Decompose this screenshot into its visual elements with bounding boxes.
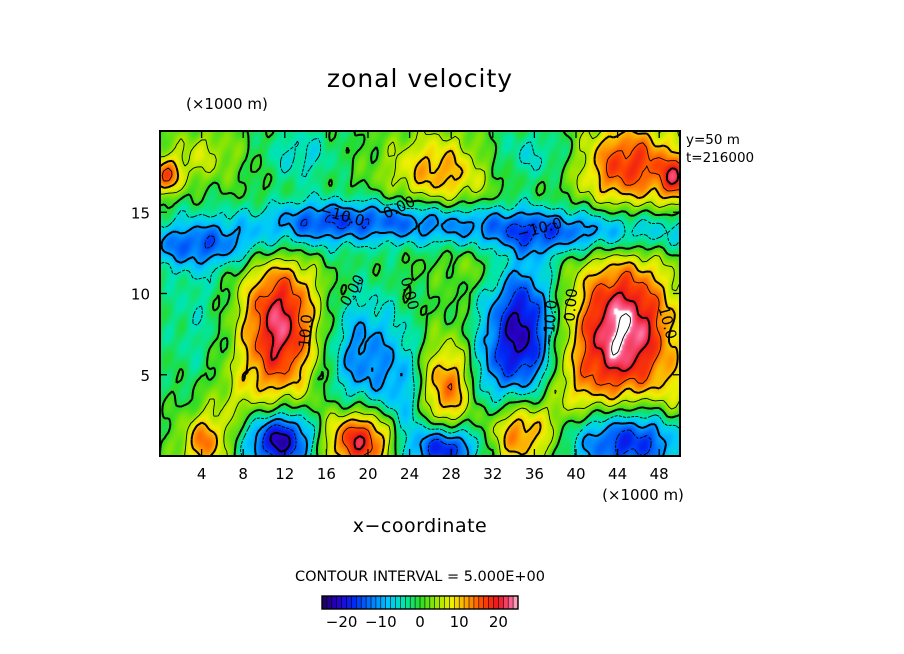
- y-axis: 5 10 15: [131, 204, 680, 385]
- x-tick-label: 24: [400, 465, 419, 483]
- colorbar-swatch: [326, 596, 333, 609]
- x-tick-label: 16: [317, 465, 336, 483]
- x-tick-label: 20: [358, 465, 377, 483]
- x-tick-label: 8: [238, 465, 248, 483]
- contour-interval-text: CONTOUR INTERVAL = 5.000E+00: [295, 569, 545, 585]
- colorbar-swatch: [429, 596, 436, 609]
- colorbar-swatch: [420, 596, 426, 609]
- colorbar-swatch: [478, 596, 485, 609]
- contour-level-5: [160, 131, 680, 456]
- contour-level-m10: [160, 203, 667, 456]
- colorbar-swatch: [336, 596, 342, 609]
- x-tick-label: 36: [525, 465, 544, 483]
- x-tick-label: 44: [608, 465, 627, 483]
- x-tick-label: 48: [650, 465, 669, 483]
- colorbar-tick-label: 0: [415, 613, 425, 631]
- colorbar-tick-label: −20: [326, 613, 358, 631]
- x-tick-label: 32: [483, 465, 502, 483]
- colorbar-swatch: [366, 596, 372, 609]
- x-axis: 4 8 12 16 20 24 28 32 36 40 44 48: [197, 131, 669, 483]
- contour-level-15: [161, 142, 680, 456]
- contour-level-m15: [204, 214, 652, 456]
- contour-label: −10.0: [539, 299, 561, 346]
- colorbar-swatch: [464, 596, 470, 609]
- colorbar-swatch: [346, 596, 352, 609]
- colorbar-swatch: [503, 596, 509, 609]
- chart-title: zonal velocity: [327, 64, 513, 93]
- info-line-t: t=216000: [686, 150, 754, 166]
- colorbar-swatch: [449, 596, 455, 609]
- colorbar-swatch: [395, 596, 401, 609]
- colorbar-swatch: [361, 596, 367, 609]
- info-line-y: y=50 m: [686, 132, 740, 148]
- colorbar-swatch: [390, 596, 396, 609]
- colorbar-swatch: [439, 596, 445, 609]
- colorbar-tick-label: −10: [365, 613, 397, 631]
- colorbar-swatch: [351, 596, 357, 609]
- x-tick-label: 12: [275, 465, 294, 483]
- colorbar-swatch: [513, 596, 519, 609]
- colorbar-swatch: [410, 596, 416, 609]
- colorbar-swatch: [483, 596, 489, 609]
- colorbar-swatch: [375, 596, 382, 609]
- x-tick-label: 40: [566, 465, 585, 483]
- colorbar-swatch: [454, 596, 460, 609]
- contour-level-10: [160, 131, 680, 456]
- contour-level-20: [265, 167, 680, 451]
- colorbar-swatch: [424, 596, 431, 609]
- y-unit-label: (×1000 m): [186, 95, 268, 113]
- colorbar-swatch: [488, 596, 494, 609]
- y-tick-label: 15: [131, 204, 150, 222]
- x-tick-label: 4: [197, 465, 207, 483]
- colorbar-swatch: [385, 596, 391, 609]
- colorbar-swatch: [331, 596, 338, 609]
- colorbar-swatch: [434, 596, 440, 609]
- colorbar-swatch: [371, 596, 377, 609]
- colorbar-tick-label: 10: [450, 613, 469, 631]
- colorbar-swatch: [459, 596, 465, 609]
- colorbar: −20 −10 0 10 20: [321, 595, 519, 631]
- contour-label: 10.0: [295, 313, 316, 348]
- colorbar-swatch: [341, 596, 347, 609]
- colorbar-frame: [321, 595, 519, 610]
- colorbar-swatch: [400, 596, 406, 609]
- colorbar-swatch: [493, 596, 499, 609]
- plot-area: [160, 131, 680, 456]
- contour-label: 0.00: [560, 287, 581, 322]
- contour-level-m5: [160, 138, 680, 456]
- contour-level-m20: [269, 311, 531, 453]
- colorbar-swatch: [469, 596, 475, 609]
- colorbar-tick-label: 20: [489, 613, 508, 631]
- colorbar-swatch: [473, 596, 480, 609]
- x-tick-label: 28: [442, 465, 461, 483]
- colorbar-swatch: [405, 596, 411, 609]
- colorbar-swatch: [356, 596, 362, 609]
- colorbar-swatch: [498, 596, 504, 609]
- colorbar-swatch: [508, 596, 514, 609]
- y-tick-label: 10: [131, 286, 150, 304]
- y-tick-label: 5: [140, 367, 150, 385]
- colorbar-swatch: [380, 596, 387, 609]
- contour-level-25: [611, 313, 631, 356]
- contour-lines: [160, 131, 680, 456]
- x-axis-label: x−coordinate: [353, 515, 488, 537]
- colorbar-swatch: [415, 596, 421, 609]
- colorbar-swatch: [322, 596, 328, 609]
- colorbar-swatch: [444, 596, 450, 609]
- x-unit-label: (×1000 m): [602, 486, 684, 504]
- heatmap-image: [160, 131, 680, 456]
